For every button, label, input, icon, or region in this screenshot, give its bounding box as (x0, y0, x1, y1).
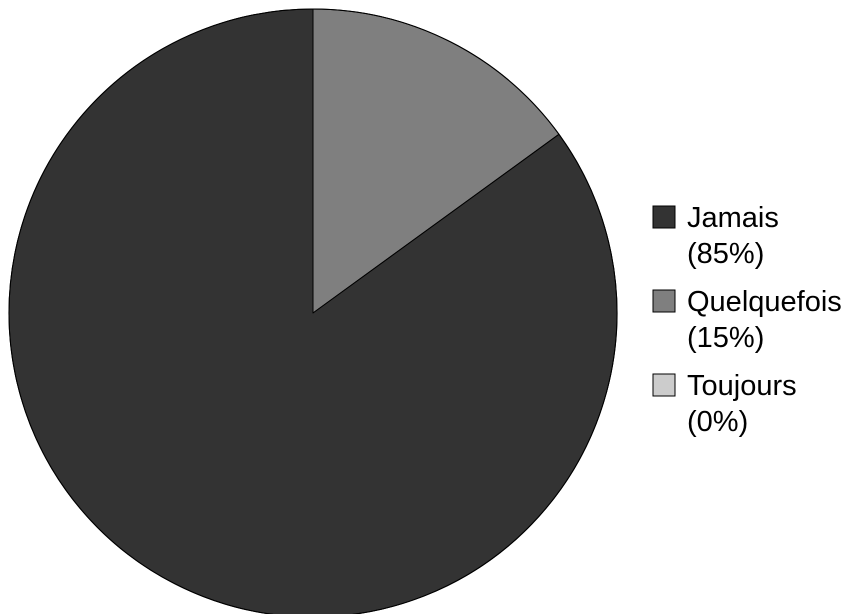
legend-item-quelquefois: Quelquefois (15%) (652, 286, 842, 354)
legend-label-toujours: Toujours (687, 370, 797, 402)
legend-swatch-quelquefois (652, 289, 676, 313)
legend-percent-jamais: (85%) (687, 238, 764, 270)
legend-item-jamais: Jamais (85%) (652, 202, 779, 270)
legend: Jamais (85%) Quelquefois (15%) Toujours (0%) (652, 202, 842, 438)
legend-label-jamais: Jamais (687, 202, 779, 234)
legend-percent-toujours: (0%) (687, 406, 748, 438)
legend-swatch-jamais (652, 205, 676, 229)
pie (8, 8, 618, 614)
legend-label-quelquefois: Quelquefois (687, 286, 842, 318)
legend-swatch-toujours (652, 373, 676, 397)
pie-outline (8, 8, 618, 614)
legend-item-toujours: Toujours (0%) (652, 370, 797, 438)
legend-percent-quelquefois: (15%) (687, 322, 764, 354)
